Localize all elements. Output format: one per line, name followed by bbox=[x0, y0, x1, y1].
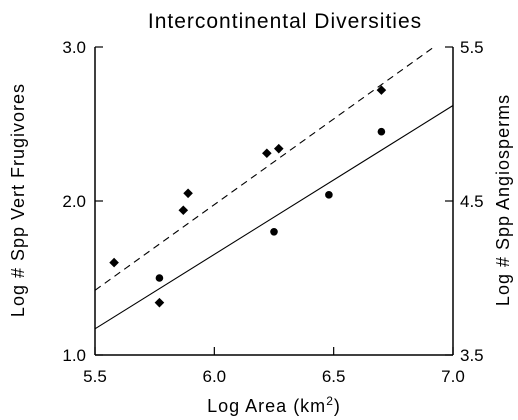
x-axis-label-main: Log Area (km bbox=[207, 396, 326, 416]
diamond-point bbox=[273, 143, 284, 154]
x-tick-label: 7.0 bbox=[441, 367, 465, 386]
circle-point bbox=[155, 274, 164, 282]
chart-title: Intercontinental Diversities bbox=[148, 10, 422, 33]
x-tick-label: 6.0 bbox=[203, 367, 227, 386]
x-axis-label-superscript: 2 bbox=[326, 394, 334, 408]
y-tick-label-left: 1.0 bbox=[62, 346, 86, 365]
x-tick-label: 6.5 bbox=[322, 367, 346, 386]
plot-frame bbox=[94, 47, 454, 356]
diamond-point bbox=[109, 257, 119, 268]
circle-point bbox=[270, 228, 278, 236]
solid-fit-line bbox=[94, 105, 454, 330]
diamond-point bbox=[154, 297, 165, 308]
y-tick-label-left: 3.0 bbox=[62, 38, 86, 57]
diamond-point bbox=[178, 205, 189, 216]
y-tick-label-right: 5.5 bbox=[460, 38, 484, 57]
circle-point bbox=[325, 191, 333, 199]
x-axis-label-close: ) bbox=[334, 396, 341, 416]
y-axis-label-right: Log # Spp Angiosperms bbox=[493, 94, 513, 306]
y-tick-label-right: 4.5 bbox=[460, 192, 484, 211]
diamond-point bbox=[183, 188, 193, 199]
y-tick-label-left: 2.0 bbox=[62, 192, 86, 211]
diamond-point bbox=[376, 85, 387, 95]
y-axis-label-left: Log # Spp Vert Frugivores bbox=[8, 83, 28, 317]
circle-point bbox=[377, 127, 386, 136]
dashed-fit-line bbox=[94, 46, 435, 291]
data-points-layer bbox=[109, 85, 387, 308]
y-tick-label-right: 3.5 bbox=[460, 346, 484, 365]
fit-lines-layer bbox=[94, 46, 454, 330]
ticks-layer: 5.5 6.0 6.5 7.0 1.0 2.0 3.0 3.5 4.5 5.5 bbox=[62, 38, 483, 386]
x-axis-label: Log Area (km2) bbox=[207, 394, 341, 416]
x-tick-label: 5.5 bbox=[83, 367, 107, 386]
diamond-point bbox=[262, 148, 272, 159]
